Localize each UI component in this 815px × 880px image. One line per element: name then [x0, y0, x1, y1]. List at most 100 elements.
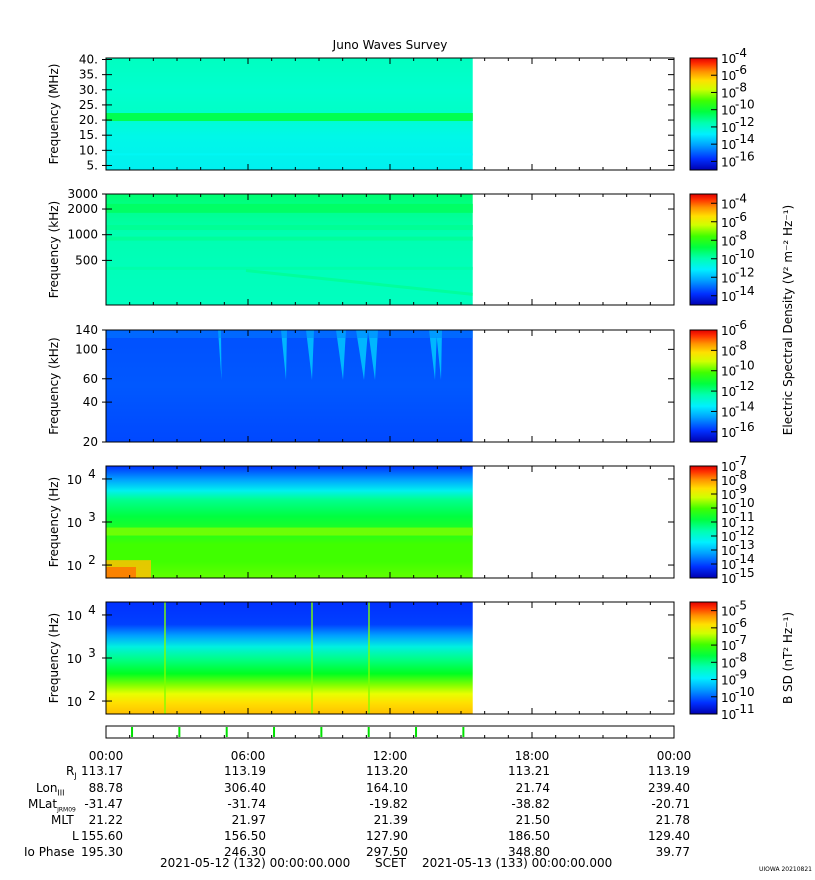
y-tick-exponent: 4 — [88, 467, 96, 481]
time-tick-label: 00:00 — [656, 749, 692, 763]
colorbar-tick-exponent: -4 — [735, 191, 747, 205]
ephemeris-value: 113.20 — [366, 764, 408, 778]
y-tick-label: 20 — [83, 435, 98, 449]
y-tick-exponent: 3 — [88, 510, 96, 524]
colorbar-tick-label: 10 — [721, 691, 736, 705]
y-tick-label: 100 — [75, 342, 98, 356]
ephemeris-row-label: L — [72, 829, 79, 843]
colorbar-tick-exponent: -9 — [735, 482, 747, 496]
colorbar-tick-exponent: -12 — [735, 265, 755, 279]
colorbar-tick-label: 10 — [721, 155, 736, 169]
colorbar-tick-label: 10 — [721, 544, 736, 558]
ephemeris-value: 21.74 — [515, 781, 550, 795]
ephemeris-value: 21.78 — [655, 813, 690, 827]
colorbar-tick-label: 10 — [721, 656, 736, 670]
ephemeris-value: 21.39 — [373, 813, 408, 827]
colorbar-tick-exponent: -13 — [735, 538, 755, 552]
colorbar-tick-exponent: -10 — [735, 98, 755, 112]
colorbar-tick-label: 10 — [721, 138, 736, 152]
spectrogram-fill — [106, 602, 473, 714]
y-tick-exponent: 2 — [88, 689, 96, 703]
y-axis-label: Frequency (kHz) — [47, 337, 61, 434]
colorbar-tick-label: 10 — [721, 516, 736, 530]
colorbar-tick-exponent: -6 — [735, 318, 747, 332]
y-axis-label: Frequency (Hz) — [47, 613, 61, 704]
panel-4: 10 4 10 3 10 2 Frequency (Hz) 10-710-810-910-10… — [47, 454, 755, 586]
y-tick-exponent: 2 — [88, 553, 96, 567]
y-tick-label: 2000 — [67, 202, 98, 216]
colorbar-tick-exponent: -9 — [735, 668, 747, 682]
colorbar-ramp — [689, 601, 718, 715]
emission-band-20mhz — [106, 113, 473, 122]
ephemeris-value: 21.22 — [88, 813, 123, 827]
y-tick-label: 15. — [79, 128, 98, 142]
colorbar-tick-exponent: -14 — [735, 132, 755, 146]
ephemeris-value: 306.40 — [224, 781, 266, 795]
emission-band-2000khz — [106, 203, 473, 213]
colorbar-ramp — [689, 193, 718, 306]
colorbar-tick-exponent: -10 — [735, 496, 755, 510]
colorbar-title-esd: Electric Spectral Density (V² m⁻² Hz⁻¹) — [781, 205, 795, 435]
colorbar-tick-label: 10 — [721, 639, 736, 653]
ephemeris-row-label: MLT — [51, 813, 74, 827]
footer-scet-label: SCET — [375, 856, 406, 870]
ephemeris-value: -31.74 — [227, 797, 266, 811]
time-tick-label: 06:00 — [230, 749, 266, 763]
emission-band-600hz — [106, 527, 473, 536]
footer-end-time: 2021-05-13 (133) 00:00:00.000 — [422, 856, 613, 870]
colorbar-tick-label: 10 — [721, 86, 736, 100]
burst-emission — [429, 330, 437, 380]
colorbar-tick-label: 10 — [721, 365, 736, 379]
colorbar-tick-label: 10 — [721, 69, 736, 83]
ephemeris-row-label: RJ — [66, 764, 77, 781]
colorbar-tick-label: 10 — [721, 572, 736, 586]
colorbar-tick-exponent: -5 — [735, 599, 747, 613]
y-tick-exponent: 3 — [88, 646, 96, 660]
colorbar-tick-exponent: -10 — [735, 685, 755, 699]
colorbar-tick-exponent: -8 — [735, 80, 747, 94]
footer-start-time: 2021-05-12 (132) 00:00:00.000 — [160, 856, 351, 870]
colorbar-ramp — [689, 57, 718, 171]
burst-emission — [336, 330, 346, 380]
y-tick-label: 35. — [79, 68, 98, 82]
colorbar-tick-label: 10 — [721, 290, 736, 304]
colorbar-tick-exponent: -16 — [735, 420, 755, 434]
ephemeris-value: 39.77 — [655, 845, 690, 859]
colorbar-tick-label: 10 — [721, 488, 736, 502]
colorbar-tick-label: 10 — [721, 605, 736, 619]
burst-emission — [306, 330, 314, 380]
colorbar-tick-exponent: -16 — [735, 149, 755, 163]
spectrogram-1 — [106, 58, 473, 170]
colorbar-tick-label: 10 — [721, 104, 736, 118]
ephemeris-value: -20.71 — [651, 797, 690, 811]
burst-emission — [368, 330, 378, 380]
colorbar-tick-exponent: -11 — [735, 702, 755, 716]
y-axis-label: Frequency (Hz) — [47, 477, 61, 568]
event-strip — [105, 725, 675, 739]
spectrogram-5 — [106, 602, 473, 714]
colorbar-tick-label: 10 — [721, 234, 736, 248]
ephemeris-value: 113.17 — [81, 764, 123, 778]
y-tick-label: 140 — [75, 323, 98, 337]
ephemeris-value: 164.10 — [366, 781, 408, 795]
burst-emission — [218, 330, 222, 380]
spectrogram-4 — [106, 466, 473, 578]
panel-1: 5.10.15.20.25.30.35.40. Frequency (MHz) 10… — [47, 46, 755, 172]
ephemeris-value: 113.21 — [508, 764, 550, 778]
colorbar-tick-label: 10 — [721, 474, 736, 488]
colorbar-4: 10-710-810-910-1010-1110-1210-1310-1410-… — [689, 454, 755, 586]
ephemeris-value: 297.50 — [366, 845, 408, 859]
colorbar-title-bsd: B SD (nT² Hz⁻¹) — [781, 612, 795, 704]
colorbar-tick-label: 10 — [721, 502, 736, 516]
colorbar-tick-exponent: -8 — [735, 468, 747, 482]
colorbar-tick-label: 10 — [721, 121, 736, 135]
colorbar-tick-exponent: -4 — [735, 46, 747, 60]
ephemeris-value: 348.80 — [508, 845, 550, 859]
colorbar-tick-label: 10 — [721, 197, 736, 211]
y-tick-label: 10 — [67, 695, 82, 709]
